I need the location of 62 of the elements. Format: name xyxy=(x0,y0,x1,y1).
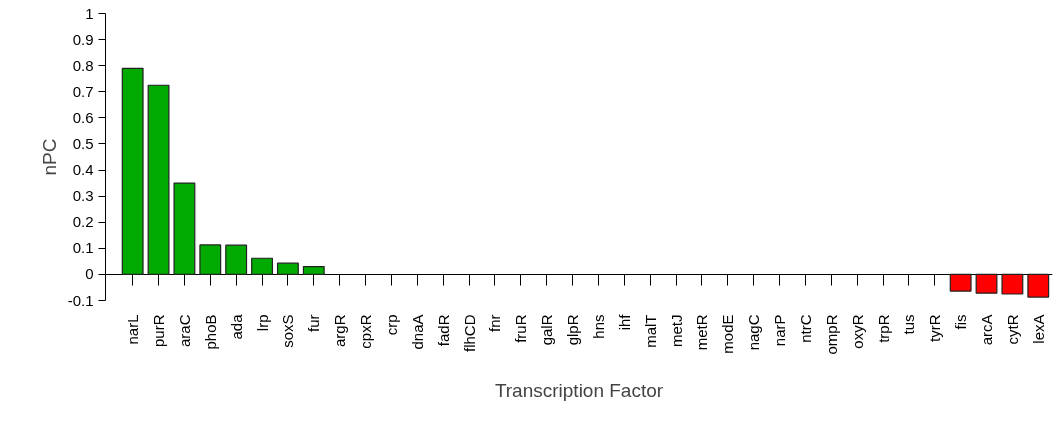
x-tick-label: hns xyxy=(589,314,607,339)
x-tick-label: tus xyxy=(900,314,918,335)
x-tick-label: modE xyxy=(719,314,737,354)
y-tick-label: 0.7 xyxy=(72,82,94,100)
bar xyxy=(1001,273,1024,295)
y-tick-label: 0.1 xyxy=(72,239,94,257)
x-tick-label: fur xyxy=(305,314,323,332)
x-tick-label: fruR xyxy=(512,314,530,343)
x-axis-title: Transcription Factor xyxy=(494,379,664,401)
x-tick-label: fis xyxy=(952,314,970,330)
x-tick-label: cpxR xyxy=(357,314,375,349)
bar xyxy=(121,67,144,276)
y-tick-label: 0.9 xyxy=(72,30,94,48)
x-tick-label: metJ xyxy=(667,314,685,347)
y-tick-label: 1 xyxy=(85,4,94,22)
bar xyxy=(199,244,222,276)
x-tick-label: phoB xyxy=(201,314,219,350)
x-tick-label: malT xyxy=(641,314,659,348)
x-tick-label: galR xyxy=(538,314,556,346)
x-tick-label: lexA xyxy=(1029,314,1047,344)
x-tick-label: tyrR xyxy=(926,314,944,342)
y-axis-title: nPC xyxy=(38,138,60,176)
x-tick-label: flhCD xyxy=(460,314,478,353)
x-tick-label: dnaA xyxy=(408,314,426,350)
x-tick-label: soxS xyxy=(279,314,297,348)
x-tick-label: trpR xyxy=(874,314,892,343)
x-tick-label: fadR xyxy=(434,314,452,347)
x-tick-label: ada xyxy=(227,313,245,340)
x-tick-label: ompR xyxy=(822,314,840,355)
x-tick-label: glpR xyxy=(564,314,582,346)
x-tick-label: lrp xyxy=(253,314,271,332)
x-tick-label: ntrC xyxy=(796,314,814,343)
bar xyxy=(173,182,196,276)
y-tick-label: 0.4 xyxy=(72,161,94,179)
y-tick-label: 0.5 xyxy=(72,134,94,152)
x-tick-label: fnr xyxy=(486,314,504,332)
bar xyxy=(302,265,325,276)
x-tick-label: crp xyxy=(382,314,400,336)
y-tick-label: 0.6 xyxy=(72,108,94,126)
bar xyxy=(147,84,170,276)
y-tick-label: 0.2 xyxy=(72,213,94,231)
x-tick-label: ihf xyxy=(615,313,633,331)
bar xyxy=(276,262,299,276)
bar xyxy=(251,257,273,276)
y-tick-label: -0.1 xyxy=(67,291,94,309)
x-tick-label: metR xyxy=(693,314,711,351)
bar xyxy=(975,273,998,294)
x-tick-label: arcA xyxy=(978,314,996,346)
bar xyxy=(225,244,248,276)
y-tick-label: 0 xyxy=(85,265,94,283)
x-tick-label: nagC xyxy=(745,314,763,351)
x-tick-label: araC xyxy=(175,314,193,348)
x-tick-label: narP xyxy=(771,314,789,347)
x-tick-label: argR xyxy=(331,314,349,348)
x-tick-label: narL xyxy=(124,314,142,345)
x-tick-label: cytR xyxy=(1003,314,1021,345)
x-tick-label: oxyR xyxy=(848,314,866,349)
bar xyxy=(949,273,972,292)
bar xyxy=(1027,273,1050,298)
y-tick-label: 0.8 xyxy=(72,56,94,74)
x-tick-label: purR xyxy=(150,314,168,348)
y-tick-label: 0.3 xyxy=(72,187,94,205)
